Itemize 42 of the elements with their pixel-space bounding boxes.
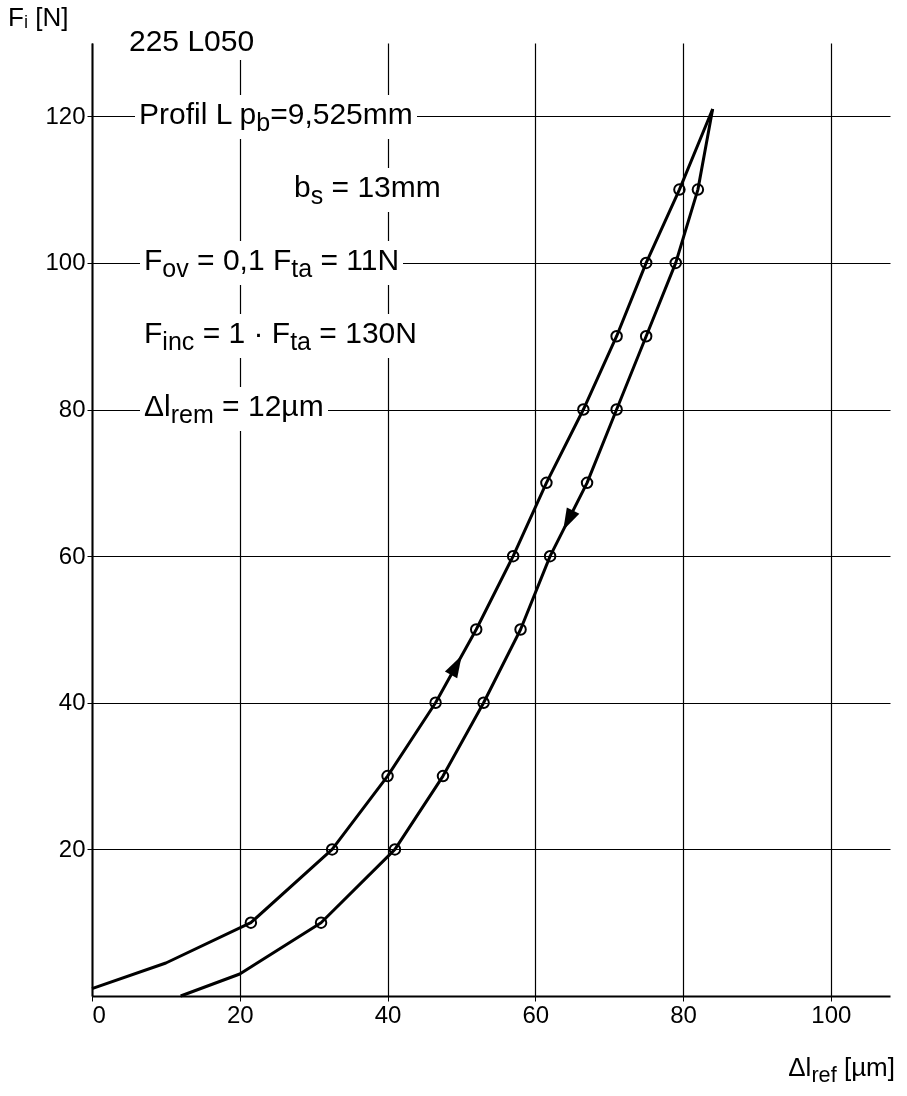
point: [325, 843, 339, 856]
point: [540, 476, 553, 490]
point: [244, 916, 258, 929]
y-tick-label: 20: [58, 834, 86, 862]
x-tick-label: 100: [811, 1000, 852, 1028]
point: [543, 549, 557, 563]
point: [577, 403, 590, 416]
x-tick-label: 80: [670, 1000, 697, 1028]
point: [639, 256, 653, 270]
y-tick-label: 120: [45, 101, 86, 129]
annotation: Δl$_{rem}$ = 12µm: [140, 387, 328, 431]
point: [639, 330, 653, 343]
point: [469, 623, 483, 636]
chart-title: 225 L050: [125, 22, 259, 60]
point: [429, 696, 442, 709]
point: [691, 183, 705, 196]
x-tick-label: 20: [226, 1000, 254, 1028]
x-tick-label: 0: [92, 1000, 106, 1028]
point: [388, 843, 402, 856]
y-tick-label: 40: [58, 688, 86, 716]
point: [381, 769, 394, 783]
y-tick-label: 60: [58, 541, 86, 569]
point: [610, 330, 623, 343]
annotation: b$_{s}$ = 13mm: [290, 168, 445, 212]
y-tick-label: 100: [45, 248, 86, 276]
annotation: F$_{inc}$ = 1 · F$_{ta}$ = 130N: [140, 314, 421, 358]
point: [669, 256, 682, 270]
point: [436, 769, 450, 783]
x-axis-title: Δl$_{ref}$ [µm]: [784, 1050, 899, 1091]
y-axis-title: Fᵢ [N]: [4, 2, 73, 32]
point: [314, 916, 328, 929]
point: [477, 696, 490, 709]
point: [673, 183, 686, 196]
point: [580, 476, 594, 490]
point: [514, 623, 527, 636]
y-tick-label: 80: [58, 395, 86, 423]
x-tick-label: 60: [522, 1000, 550, 1028]
annotation: F$_{ov}$ = 0,1 F$_{ta}$ = 11N: [140, 241, 404, 285]
point: [506, 549, 520, 563]
annotation: Profil L p$_{b}$=9,525mm: [135, 95, 417, 139]
point: [610, 403, 623, 416]
x-tick-label: 40: [374, 1000, 402, 1028]
